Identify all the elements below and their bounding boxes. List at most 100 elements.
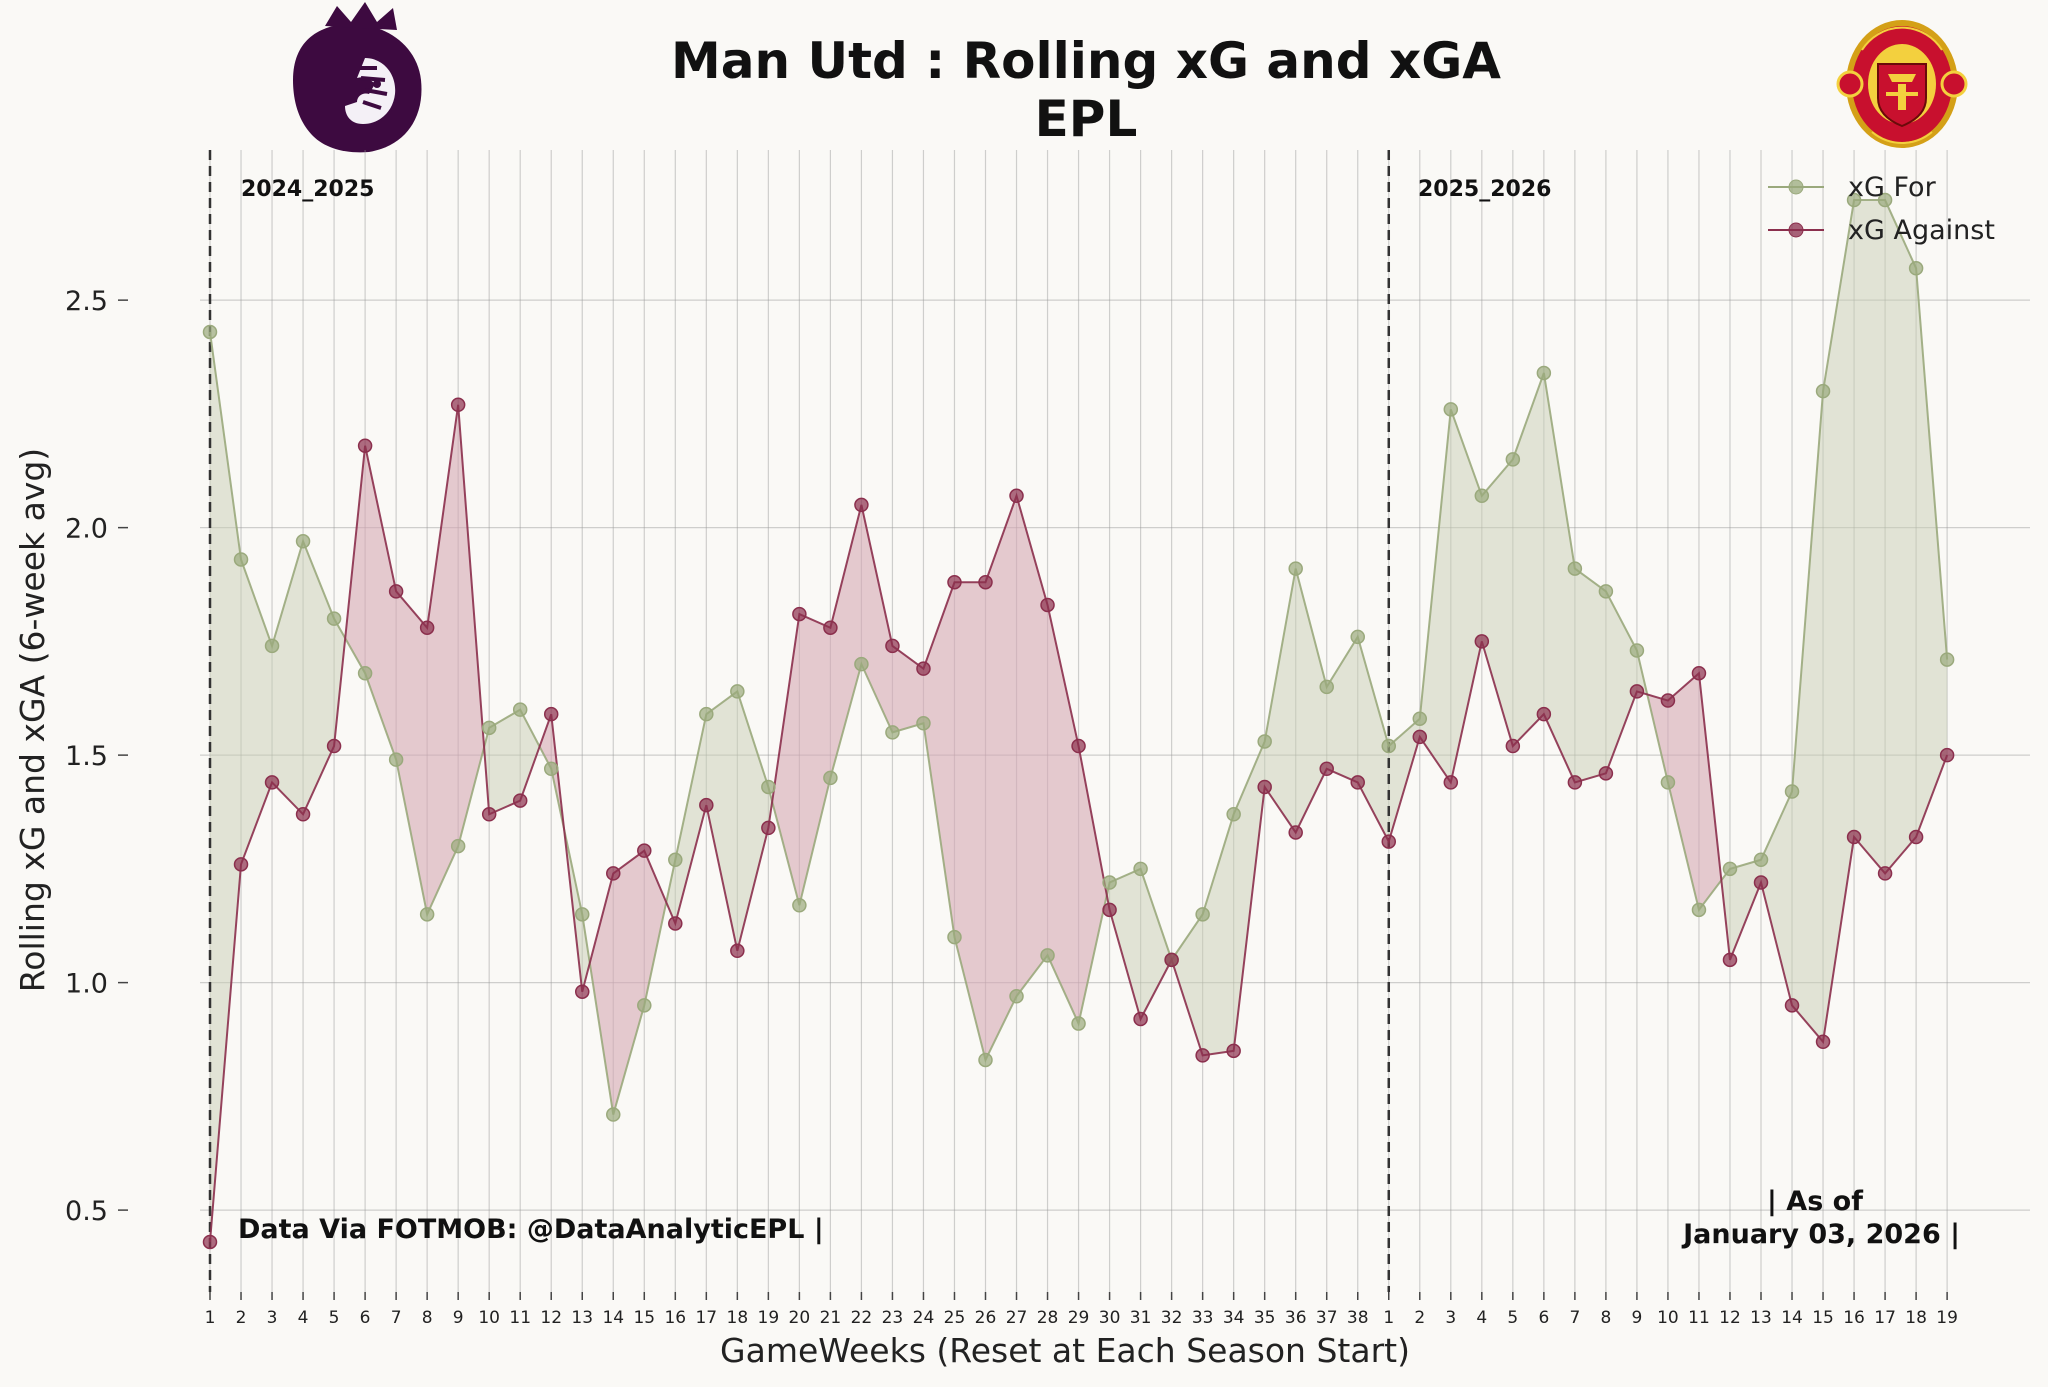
point-xg-against [1009, 488, 1024, 504]
fill-xga-advantage [1647, 673, 1722, 910]
fill-xga-advantage [589, 850, 667, 1115]
y-tick-label: 2.5 [65, 286, 108, 317]
point-xg-against [1443, 775, 1459, 790]
point-xg-for [1319, 679, 1334, 695]
point-xg-against [1474, 634, 1490, 649]
point-xg-for [233, 552, 249, 567]
point-xg-for [1939, 652, 1955, 667]
point-xg-for [1257, 734, 1272, 749]
y-tick-label: 2.0 [65, 514, 108, 545]
x-tick-label: 14 [602, 1308, 624, 1328]
x-tick-label: 6 [360, 1308, 371, 1328]
legend-label-xg-for: xG For [1848, 172, 1937, 203]
x-tick-label: 25 [944, 1308, 966, 1328]
season-label-2025-2026: 2025_2026 [1418, 177, 1551, 202]
x-axis-label: GameWeeks (Reset at Each Season Start) [720, 1331, 1410, 1370]
x-tick-label: 10 [478, 1308, 500, 1328]
x-tick-label: 29 [1068, 1308, 1090, 1328]
fill-xg-advantage [666, 691, 773, 951]
point-xg-against [637, 843, 652, 858]
point-xg-for [1443, 402, 1459, 417]
point-xg-for [1288, 561, 1303, 576]
y-tick-label: 1.0 [65, 969, 108, 1000]
x-tick-label: 5 [1507, 1308, 1518, 1328]
x-tick-label: 16 [1843, 1308, 1865, 1328]
point-xg-for [637, 998, 652, 1013]
x-tick-label: 10 [1657, 1308, 1679, 1328]
x-tick-label: 23 [882, 1308, 904, 1328]
point-xg-against [233, 857, 249, 872]
point-xg-for [916, 716, 931, 731]
point-xg-for [1009, 989, 1024, 1004]
point-xg-for [326, 611, 342, 626]
x-tick-label: 1 [205, 1308, 216, 1328]
point-xg-against [512, 793, 528, 808]
point-xg-against [295, 807, 311, 822]
point-xg-for [1629, 643, 1645, 658]
x-tick-label: 27 [1006, 1308, 1028, 1328]
point-xg-against [450, 397, 466, 413]
point-xg-for [450, 838, 466, 854]
point-xg-against [357, 438, 373, 453]
x-tick-label: 7 [1569, 1308, 1580, 1328]
x-tick-label: 12 [540, 1308, 562, 1328]
x-axis-ticks: 1 2 3 4 5 6 7 8 9 10 11 12 13 14 15 16 17 18 19 20 21 22 23 24 2… [205, 1292, 1958, 1328]
point-xg-for [1381, 738, 1397, 754]
point-xg-against [823, 620, 838, 635]
point-xg-for [1226, 807, 1241, 822]
point-xg-for [357, 665, 373, 681]
point-xg-against [1784, 998, 1800, 1013]
point-xg-for [730, 684, 745, 699]
point-xg-against [1288, 825, 1303, 840]
point-xg-against [1164, 952, 1179, 968]
point-xg-against [1381, 834, 1397, 849]
x-tick-label: 3 [1445, 1308, 1456, 1328]
point-xg-for [264, 638, 280, 654]
y-axis-label: Rolling xG and xGA (6-week avg) [13, 448, 52, 992]
y-axis-ticks: 0.5 1.0 1.5 2.0 2.5 [65, 286, 128, 1227]
x-tick-label: 28 [1037, 1308, 1059, 1328]
point-xg-for [388, 752, 404, 767]
y-tick-label: 1.5 [65, 741, 108, 772]
x-tick-label: 17 [695, 1308, 717, 1328]
x-tick-label: 32 [1161, 1308, 1183, 1328]
point-xg-for [699, 706, 714, 722]
point-xg-for [1660, 775, 1676, 790]
point-xg-for [1536, 365, 1552, 381]
point-xg-against [1226, 1043, 1241, 1059]
x-tick-label: 17 [1874, 1308, 1896, 1328]
legend-label-xg-against: xG Against [1848, 215, 1995, 246]
point-xg-for [1071, 1016, 1086, 1031]
point-xg-for [1195, 907, 1210, 922]
fill-xga-advantage [345, 404, 485, 915]
point-xg-for [1133, 861, 1148, 877]
x-tick-label: 3 [267, 1308, 278, 1328]
x-tick-label: 9 [1632, 1308, 1643, 1328]
x-tick-label: 37 [1316, 1308, 1338, 1328]
point-xg-against [1536, 706, 1552, 722]
chart-title: Man Utd : Rolling xG and xGA [671, 32, 1501, 90]
point-xg-against [699, 797, 714, 813]
point-xg-for [1908, 261, 1924, 276]
x-tick-label: 16 [664, 1308, 686, 1328]
point-xg-against [885, 638, 900, 654]
x-tick-label: 8 [1600, 1308, 1611, 1328]
point-xg-for [543, 761, 559, 777]
point-xg-against [1629, 684, 1645, 699]
point-xg-for [1474, 488, 1490, 504]
x-tick-label: 4 [1476, 1308, 1487, 1328]
point-xg-for [1350, 629, 1365, 645]
x-tick-label: 15 [1812, 1308, 1834, 1328]
point-xg-for [1505, 452, 1521, 467]
point-xg-against [1939, 747, 1955, 763]
point-xg-for [295, 534, 311, 549]
point-xg-against [1722, 952, 1738, 968]
point-xg-for [1784, 784, 1800, 799]
x-tick-label: 36 [1285, 1308, 1307, 1328]
point-xg-against [1350, 775, 1365, 790]
point-xg-for [947, 929, 962, 945]
point-xg-against [916, 661, 931, 676]
point-xg-for [1815, 383, 1831, 399]
x-tick-label: 11 [1688, 1308, 1710, 1328]
